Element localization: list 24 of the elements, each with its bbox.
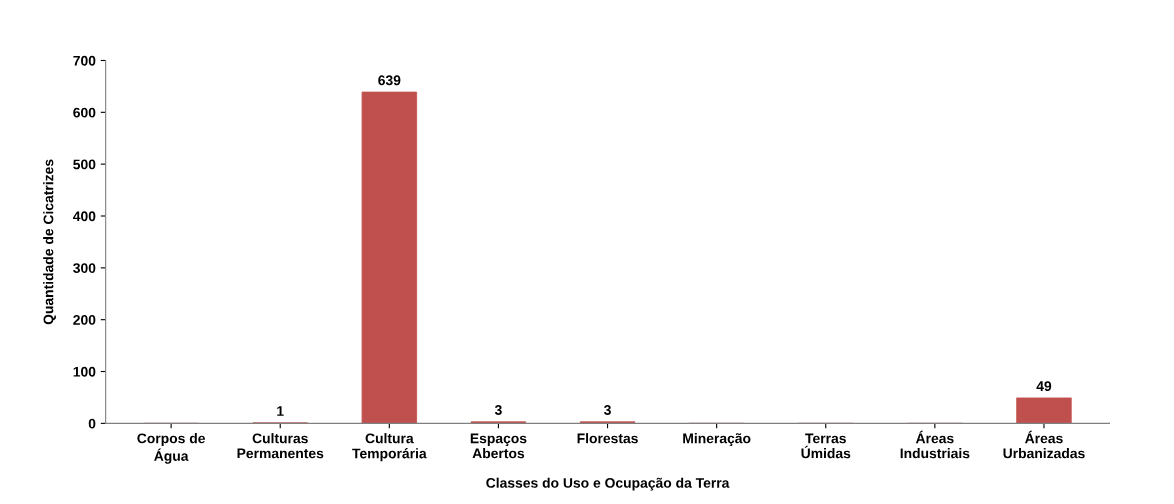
y-axis-title: Quantidade de Cicatrizes — [43, 159, 56, 325]
x-tick-label: Áreas Industriais — [900, 430, 970, 459]
y-tick-label: 100 — [73, 366, 96, 377]
x-tick-label: Culturas Permanentes — [237, 433, 324, 459]
data-label: 49 — [1036, 381, 1052, 392]
x-tick-label: Espaços Abertos — [470, 433, 527, 459]
y-tick-label: 400 — [72, 211, 96, 222]
data-label: 3 — [494, 405, 502, 415]
y-tick-label: 0 — [88, 418, 96, 429]
data-label: 1 — [277, 406, 284, 416]
x-axis-title: Classes do Uso e Ocupação da Terra — [486, 477, 730, 491]
y-tick-label: 300 — [73, 263, 96, 274]
x-tick-label: Corpos de Água — [137, 433, 205, 464]
data-label: 639 — [378, 75, 401, 86]
y-tick-label: 700 — [73, 55, 96, 66]
y-tick-label: 500 — [73, 159, 96, 170]
x-tick-label: Mineração — [683, 433, 751, 447]
y-tick-label: 600 — [73, 107, 96, 118]
y-tick-label: 200 — [73, 315, 96, 325]
data-label: 3 — [604, 405, 611, 415]
x-tick-label: Terras Úmidas — [801, 433, 851, 459]
x-tick-label: Florestas — [577, 433, 638, 444]
x-tick-label: Áreas Urbanizadas — [1003, 430, 1085, 459]
x-tick-label: Cultura Temporária — [352, 433, 427, 462]
